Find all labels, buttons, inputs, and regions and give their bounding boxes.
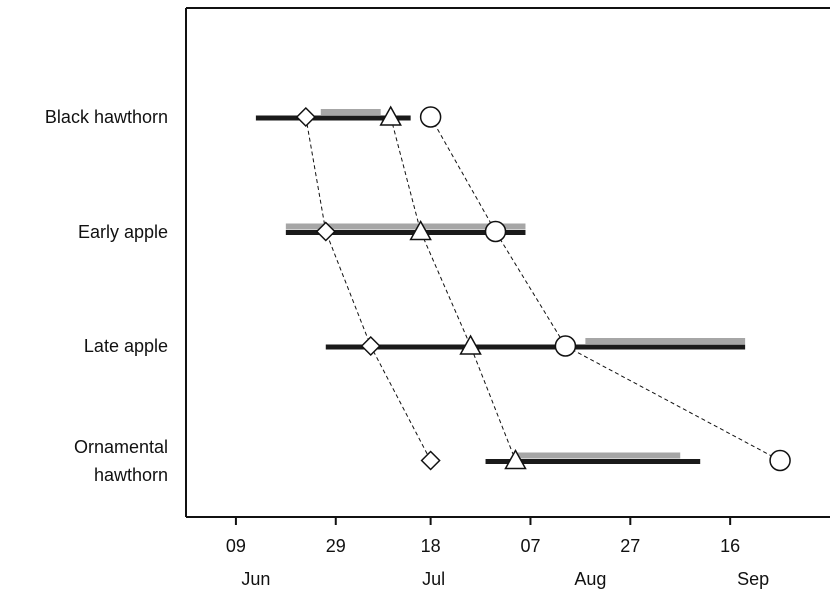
diamond-marker xyxy=(315,221,336,242)
x-tick-label: 18 xyxy=(421,536,441,556)
diamond-marker xyxy=(295,106,316,128)
triangle-marker xyxy=(379,105,402,126)
triangle-marker xyxy=(459,334,482,355)
diamond-marker xyxy=(360,335,381,357)
circle-marker xyxy=(419,106,442,128)
diamond-marker xyxy=(420,450,441,471)
x-tick-label: 16 xyxy=(720,536,740,556)
x-tick-label: 27 xyxy=(620,536,640,556)
x-tick-label: 07 xyxy=(520,536,540,556)
connector xyxy=(430,116,781,461)
category-label: Ornamental hawthorn xyxy=(73,436,168,485)
category-label: Late apple xyxy=(83,336,168,356)
x-tick-label: 29 xyxy=(326,536,346,556)
connector xyxy=(390,116,516,461)
circle-marker xyxy=(554,335,577,357)
month-label: Jul xyxy=(422,569,445,589)
triangle-marker xyxy=(409,219,432,241)
month-label: Jun xyxy=(241,569,270,589)
connector xyxy=(305,116,432,461)
month-label: Aug xyxy=(574,569,606,589)
circle-marker xyxy=(769,449,791,472)
triangle-marker xyxy=(504,448,527,470)
circle-marker xyxy=(484,220,507,243)
category-label: Black hawthorn xyxy=(44,107,168,127)
x-tick-label: 09 xyxy=(226,536,246,556)
month-label: Sep xyxy=(737,569,769,589)
category-label: Early apple xyxy=(77,221,168,242)
